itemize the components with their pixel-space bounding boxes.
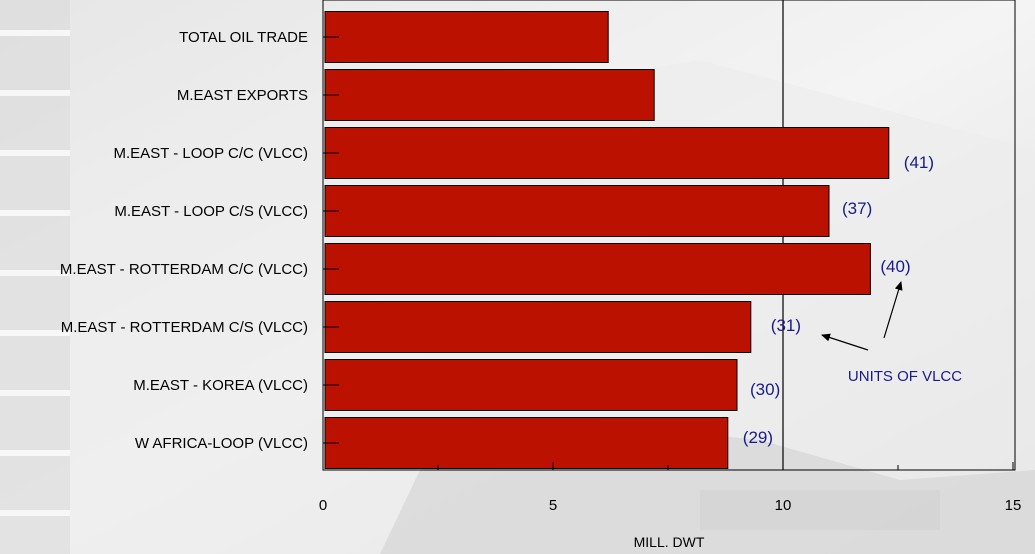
data-label: (30) xyxy=(750,380,780,399)
annotation-arrow xyxy=(821,333,869,351)
bars-group xyxy=(323,11,890,469)
data-label: (29) xyxy=(743,428,773,447)
annotation-text: UNITS OF VLCC xyxy=(848,368,962,385)
category-label: M.EAST - LOOP C/S (VLCC) xyxy=(114,203,308,220)
category-label: M.EAST - ROTTERDAM C/S (VLCC) xyxy=(61,319,308,336)
category-label: M.EAST - ROTTERDAM C/C (VLCC) xyxy=(60,261,308,278)
category-labels: TOTAL OIL TRADE M.EAST EXPORTS M.EAST - LO… xyxy=(60,29,308,452)
category-label: W AFRICA-LOOP (VLCC) xyxy=(135,435,308,452)
data-label: (31) xyxy=(771,316,801,335)
bar xyxy=(324,243,871,295)
value-labels: (41) (37) (40) (31) (30) (29) xyxy=(743,153,934,447)
bar xyxy=(324,359,738,411)
bar xyxy=(324,417,729,469)
bar xyxy=(324,127,890,179)
bar xyxy=(324,11,609,63)
x-tick-label: 10 xyxy=(775,497,792,514)
x-tick-label: 0 xyxy=(319,497,327,514)
x-tick-label: 15 xyxy=(1005,497,1022,514)
category-label: M.EAST - LOOP C/C (VLCC) xyxy=(114,145,308,162)
data-label: (40) xyxy=(880,257,910,276)
annotation-arrow xyxy=(883,281,903,339)
category-label: M.EAST - KOREA (VLCC) xyxy=(133,377,308,394)
plot-frame xyxy=(322,0,1016,471)
category-label: M.EAST EXPORTS xyxy=(177,87,308,104)
bar xyxy=(324,69,655,121)
bar xyxy=(324,301,752,353)
data-label: (41) xyxy=(904,153,934,172)
bar xyxy=(324,185,830,237)
category-label: TOTAL OIL TRADE xyxy=(179,29,308,46)
x-axis-label: MILL. DWT xyxy=(634,534,705,550)
data-label: (37) xyxy=(842,199,872,218)
x-axis-ticks: 0 5 10 15 xyxy=(319,462,1022,514)
annotation-group: UNITS OF VLCC xyxy=(821,281,962,385)
x-tick-label: 5 xyxy=(549,497,557,514)
